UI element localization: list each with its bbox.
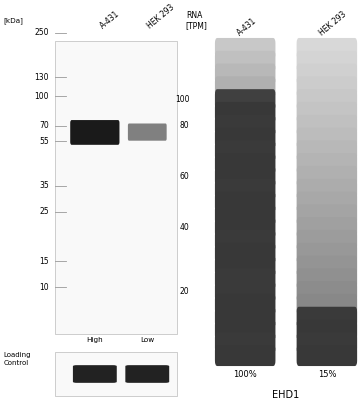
Text: HEK 293: HEK 293 — [318, 10, 348, 38]
Text: 80: 80 — [180, 121, 190, 130]
FancyBboxPatch shape — [297, 268, 357, 289]
Bar — [55, 352, 177, 396]
FancyBboxPatch shape — [297, 76, 357, 97]
Text: RNA
[TPM]: RNA [TPM] — [186, 11, 207, 30]
Text: 250: 250 — [35, 28, 49, 37]
FancyBboxPatch shape — [125, 365, 169, 383]
Text: 15%: 15% — [318, 370, 336, 379]
Text: 130: 130 — [35, 73, 49, 82]
FancyBboxPatch shape — [215, 179, 276, 200]
Text: 20: 20 — [180, 287, 190, 296]
FancyBboxPatch shape — [215, 256, 276, 276]
FancyBboxPatch shape — [215, 102, 276, 123]
FancyBboxPatch shape — [215, 153, 276, 174]
Bar — [55, 41, 177, 334]
FancyBboxPatch shape — [297, 192, 357, 212]
Text: 100%: 100% — [233, 370, 257, 379]
FancyBboxPatch shape — [215, 192, 276, 212]
FancyBboxPatch shape — [297, 51, 357, 72]
FancyBboxPatch shape — [297, 230, 357, 251]
FancyBboxPatch shape — [297, 332, 357, 353]
FancyBboxPatch shape — [215, 243, 276, 264]
Text: High: High — [87, 337, 103, 343]
FancyBboxPatch shape — [297, 217, 357, 238]
FancyBboxPatch shape — [297, 153, 357, 174]
FancyBboxPatch shape — [297, 179, 357, 200]
FancyBboxPatch shape — [297, 243, 357, 264]
FancyBboxPatch shape — [215, 140, 276, 161]
Text: 100: 100 — [175, 95, 190, 104]
FancyBboxPatch shape — [215, 38, 276, 59]
Text: Low: Low — [140, 337, 154, 343]
FancyBboxPatch shape — [297, 345, 357, 366]
FancyBboxPatch shape — [297, 115, 357, 136]
FancyBboxPatch shape — [70, 120, 119, 145]
Text: 35: 35 — [39, 181, 49, 190]
FancyBboxPatch shape — [215, 268, 276, 289]
FancyBboxPatch shape — [215, 332, 276, 353]
FancyBboxPatch shape — [215, 128, 276, 148]
FancyBboxPatch shape — [215, 281, 276, 302]
Text: 70: 70 — [39, 121, 49, 130]
FancyBboxPatch shape — [215, 217, 276, 238]
FancyBboxPatch shape — [215, 307, 276, 328]
FancyBboxPatch shape — [215, 89, 276, 110]
Text: [kDa]: [kDa] — [4, 17, 24, 24]
Text: Loading
Control: Loading Control — [4, 352, 31, 366]
Text: 55: 55 — [39, 136, 49, 146]
Text: 100: 100 — [35, 92, 49, 101]
FancyBboxPatch shape — [215, 204, 276, 225]
FancyBboxPatch shape — [215, 64, 276, 84]
FancyBboxPatch shape — [297, 166, 357, 187]
FancyBboxPatch shape — [215, 76, 276, 97]
FancyBboxPatch shape — [215, 51, 276, 72]
FancyBboxPatch shape — [297, 140, 357, 161]
FancyBboxPatch shape — [215, 115, 276, 136]
FancyBboxPatch shape — [215, 320, 276, 340]
FancyBboxPatch shape — [297, 320, 357, 340]
Text: EHD1: EHD1 — [272, 390, 300, 400]
FancyBboxPatch shape — [297, 128, 357, 148]
FancyBboxPatch shape — [215, 166, 276, 187]
FancyBboxPatch shape — [297, 281, 357, 302]
FancyBboxPatch shape — [128, 124, 167, 141]
FancyBboxPatch shape — [297, 294, 357, 315]
Text: A-431: A-431 — [236, 17, 259, 38]
Text: 40: 40 — [180, 223, 190, 232]
Text: A-431: A-431 — [98, 10, 121, 31]
FancyBboxPatch shape — [297, 102, 357, 123]
Text: 10: 10 — [40, 283, 49, 292]
Text: 60: 60 — [180, 172, 190, 181]
FancyBboxPatch shape — [297, 256, 357, 276]
FancyBboxPatch shape — [297, 307, 357, 328]
FancyBboxPatch shape — [215, 230, 276, 251]
FancyBboxPatch shape — [297, 64, 357, 84]
FancyBboxPatch shape — [297, 204, 357, 225]
FancyBboxPatch shape — [215, 345, 276, 366]
Text: 15: 15 — [40, 257, 49, 266]
FancyBboxPatch shape — [73, 365, 117, 383]
FancyBboxPatch shape — [297, 38, 357, 59]
Text: 25: 25 — [40, 207, 49, 216]
FancyBboxPatch shape — [297, 89, 357, 110]
Text: HEK 293: HEK 293 — [146, 3, 176, 31]
FancyBboxPatch shape — [215, 294, 276, 315]
